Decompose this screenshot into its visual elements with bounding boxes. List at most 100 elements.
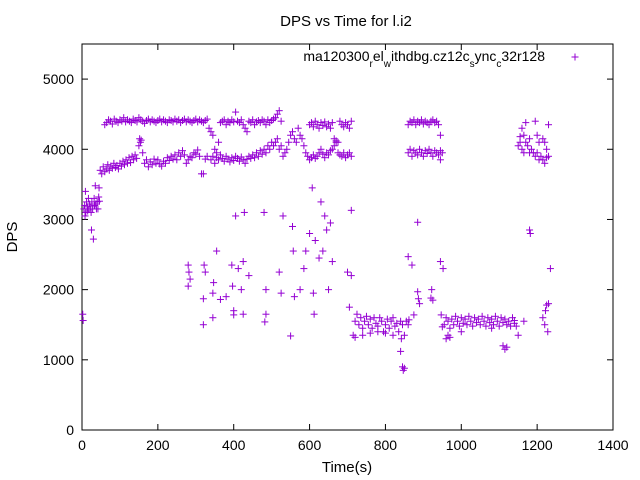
- data-point: [215, 156, 223, 164]
- data-point: [410, 116, 418, 124]
- data-point: [215, 138, 223, 146]
- data-point: [252, 149, 260, 157]
- data-point: [90, 194, 98, 202]
- data-point: [237, 286, 245, 294]
- data-point: [279, 152, 287, 160]
- data-point: [457, 328, 465, 336]
- data-point: [260, 208, 268, 216]
- x-tick-label: 800: [374, 437, 398, 453]
- data-point: [334, 138, 342, 146]
- data-point: [410, 311, 418, 319]
- data-point: [541, 307, 549, 315]
- data-point: [266, 145, 274, 153]
- data-point: [493, 317, 501, 325]
- data-point: [374, 328, 382, 336]
- data-point: [347, 206, 355, 214]
- data-point: [199, 295, 207, 303]
- data-point: [353, 310, 361, 318]
- data-point: [317, 198, 325, 206]
- data-point: [400, 331, 408, 339]
- data-point: [95, 193, 103, 201]
- data-point: [200, 261, 208, 269]
- data-point: [417, 149, 425, 157]
- data-point: [501, 315, 509, 323]
- data-point: [273, 135, 281, 143]
- data-point: [425, 121, 433, 129]
- data-point: [444, 317, 452, 325]
- data-point: [406, 117, 414, 125]
- data-point: [239, 310, 247, 318]
- data-point: [435, 121, 443, 129]
- data-point: [230, 307, 238, 315]
- data-point: [283, 145, 291, 153]
- data-point: [317, 145, 325, 153]
- data-point: [184, 282, 192, 290]
- data-point: [347, 117, 355, 125]
- y-tick-label: 0: [66, 422, 74, 438]
- data-point: [344, 121, 351, 129]
- data-point: [366, 315, 374, 323]
- data-point: [241, 159, 249, 167]
- data-point: [347, 272, 355, 280]
- data-point: [148, 161, 156, 169]
- data-point: [275, 107, 283, 115]
- data-point: [91, 182, 99, 190]
- data-point: [118, 117, 126, 125]
- data-point: [503, 343, 511, 351]
- data-point: [224, 117, 232, 125]
- data-point: [289, 128, 297, 136]
- data-point: [186, 275, 194, 283]
- x-tick-label: 400: [222, 437, 246, 453]
- data-point: [351, 333, 359, 341]
- data-point: [230, 118, 238, 126]
- data-point: [471, 314, 479, 322]
- data-point: [545, 152, 553, 160]
- data-point: [406, 145, 414, 153]
- data-point: [362, 312, 370, 320]
- data-point: [323, 226, 331, 234]
- data-point: [281, 149, 289, 157]
- data-point: [235, 157, 243, 165]
- data-point: [185, 268, 193, 276]
- y-tick-label: 3000: [43, 211, 74, 227]
- data-point: [535, 138, 543, 146]
- data-point: [247, 154, 255, 162]
- data-point: [526, 229, 534, 237]
- data-point: [104, 161, 112, 169]
- data-point: [482, 322, 490, 330]
- data-point: [526, 226, 534, 234]
- data-point: [229, 282, 237, 290]
- data-point: [524, 142, 532, 150]
- data-point: [120, 114, 128, 122]
- data-point: [357, 314, 365, 322]
- data-point: [328, 145, 336, 153]
- data-point: [545, 300, 553, 308]
- data-point: [270, 142, 278, 150]
- y-tick-label: 4000: [43, 141, 74, 157]
- data-point: [154, 156, 162, 164]
- data-point: [262, 286, 270, 294]
- data-point: [209, 314, 217, 322]
- data-point: [520, 131, 528, 139]
- data-point: [429, 152, 437, 160]
- data-point: [239, 258, 247, 266]
- data-point: [287, 332, 295, 340]
- data-point: [184, 156, 192, 164]
- data-point: [130, 156, 138, 164]
- data-point: [461, 315, 469, 323]
- data-point: [243, 128, 251, 136]
- data-point: [184, 261, 192, 269]
- data-point: [338, 152, 346, 160]
- data-point: [199, 170, 207, 178]
- data-point: [201, 268, 209, 276]
- data-point: [315, 254, 323, 262]
- y-axis: 0 1000 2000 3000 4000 5000: [43, 71, 613, 438]
- data-point: [414, 218, 422, 226]
- data-point: [125, 154, 133, 162]
- y-tick-label: 5000: [43, 71, 74, 87]
- data-point: [277, 289, 285, 297]
- data-point: [393, 319, 401, 327]
- data-point: [79, 310, 87, 318]
- data-point: [405, 316, 413, 324]
- data-point: [102, 165, 110, 173]
